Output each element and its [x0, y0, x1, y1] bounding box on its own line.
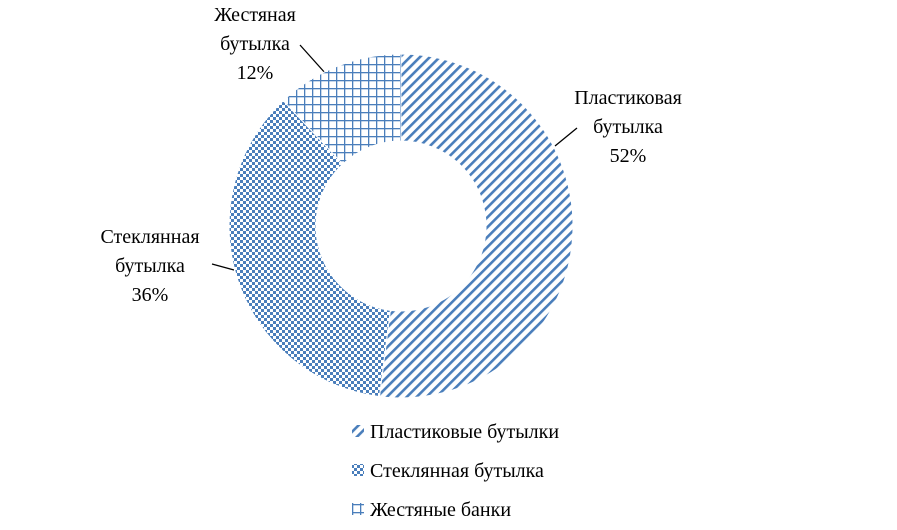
donut-slice — [282, 53, 402, 165]
data-label: Жестяная бутылка 12% — [214, 4, 296, 84]
data-label-line: Стеклянная — [100, 226, 199, 248]
data-label: Стеклянная бутылка 36% — [100, 226, 199, 306]
legend-label: Пластиковые бутылки — [370, 421, 559, 443]
legend-swatch — [352, 425, 364, 437]
data-label-line: бутылка — [220, 33, 290, 55]
leader-lines — [211, 44, 578, 271]
legend-label: Жестяные банки — [370, 499, 511, 521]
donut-slice — [228, 99, 391, 398]
legend-swatch — [352, 464, 364, 476]
leader-line — [299, 44, 327, 75]
data-label-line: 36% — [132, 284, 169, 306]
leader-line — [554, 127, 578, 147]
donut-slice — [378, 53, 574, 399]
data-label-line: 12% — [237, 62, 274, 84]
data-label-line: Жестяная — [214, 4, 296, 26]
legend-label: Стеклянная бутылка — [370, 460, 544, 482]
data-label: Пластиковая бутылка 52% — [574, 87, 682, 167]
data-label-line: 52% — [610, 145, 647, 167]
leader-line — [211, 263, 235, 271]
data-label-line: бутылка — [115, 255, 185, 277]
legend-swatch — [352, 503, 364, 515]
data-label-line: бутылка — [593, 116, 663, 138]
data-label-line: Пластиковая — [574, 87, 682, 109]
